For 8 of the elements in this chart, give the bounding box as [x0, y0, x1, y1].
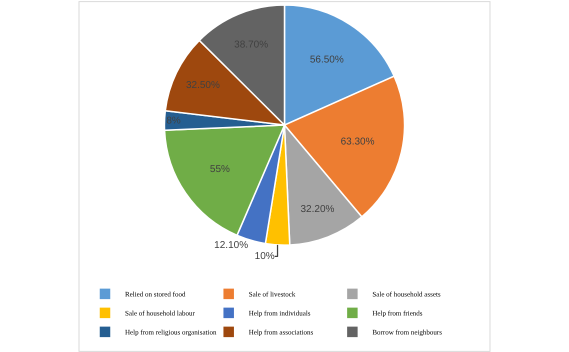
data-label: 55% [210, 164, 230, 176]
data-label: 56.50% [310, 54, 344, 66]
data-label: 32.20% [300, 204, 335, 216]
data-label: 8% [166, 115, 181, 126]
data-label: 32.50% [186, 80, 220, 92]
data-label: 10% [254, 250, 275, 262]
data-label: 63.30% [340, 136, 375, 148]
data-label: 12.10% [214, 240, 248, 251]
